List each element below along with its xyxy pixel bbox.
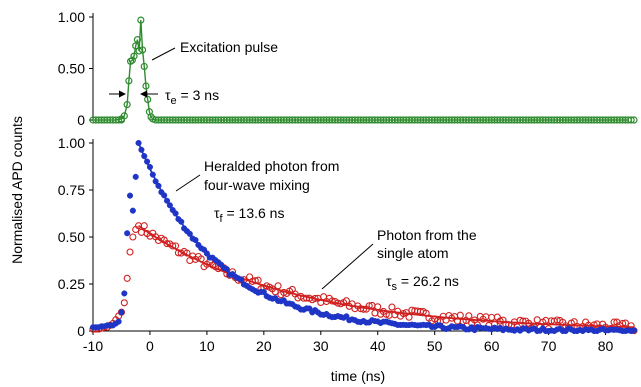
- atom-point: [456, 311, 464, 319]
- atom-point: [610, 318, 618, 326]
- y-axis-label: Normalised APD counts: [9, 116, 25, 264]
- excitation-point: [144, 95, 152, 104]
- fwm-point: [121, 290, 128, 297]
- atom-point: [342, 297, 350, 305]
- excitation-point: [138, 46, 147, 54]
- fwm-point: [129, 207, 136, 214]
- heralded-photon-label-2: four-wave mixing: [204, 177, 310, 193]
- excitation-pulse-label: Excitation pulse: [180, 39, 278, 55]
- excitation-point: [142, 82, 150, 90]
- fwm-point: [115, 318, 122, 325]
- x-tick-label: 80: [598, 338, 614, 354]
- atom-point: [129, 233, 137, 241]
- excitation-point: [630, 116, 638, 124]
- x-tick-label: -10: [83, 338, 103, 354]
- fwm-point: [124, 230, 131, 237]
- x-tick-label: 20: [256, 338, 272, 354]
- x-tick-label: 30: [313, 338, 329, 354]
- heralded-photon-label: Heralded photon from: [204, 158, 339, 174]
- atom-point: [553, 316, 561, 324]
- atom-point: [137, 228, 145, 236]
- atom-photon-pointer: [321, 243, 374, 290]
- atom-point: [120, 299, 128, 307]
- x-axis-label: time (ns): [331, 368, 385, 384]
- x-tick-label: 10: [199, 338, 215, 354]
- top-y-tick-label: 0: [77, 112, 85, 128]
- pulse-width-arrow-left: [109, 90, 126, 98]
- excitation-point: [132, 42, 140, 50]
- bottom-panel: 1.000.750.500.250-10 0 10 20 30 40 50 60 70 80: [58, 135, 638, 354]
- atom-photon-label: Photon from the: [377, 227, 477, 243]
- excitation-pulse-pointer: [151, 47, 176, 61]
- fwm-point: [126, 192, 134, 199]
- excitation-point: [627, 116, 635, 124]
- excitation-point: [123, 100, 131, 109]
- x-tick-label: 60: [484, 338, 500, 354]
- excitation-point: [120, 112, 128, 120]
- bottom-y-tick-label: 0: [77, 323, 85, 339]
- top-y-tick-label: 1.00: [58, 9, 85, 25]
- atom-point: [359, 305, 368, 313]
- atom-point: [126, 248, 134, 256]
- fwm-fit-line: [137, 142, 635, 332]
- top-y-tick-label: 0.50: [58, 61, 85, 77]
- bottom-y-tick-label: 0.50: [58, 229, 85, 245]
- excitation-point: [147, 113, 155, 121]
- atom-point: [465, 312, 473, 320]
- fwm-point: [132, 173, 139, 180]
- atom-point: [388, 303, 396, 311]
- x-tick-label: 70: [541, 338, 557, 354]
- bottom-y-tick-label: 0.75: [58, 182, 85, 198]
- x-tick-label: 0: [146, 338, 154, 354]
- excitation-point: [149, 115, 157, 123]
- excitation-point: [125, 77, 133, 85]
- atom-point: [274, 282, 282, 290]
- atom-point: [405, 313, 413, 321]
- excitation-point: [140, 62, 148, 71]
- excitation-point: [133, 36, 142, 44]
- atom-point: [163, 240, 171, 248]
- atom-point: [488, 313, 496, 321]
- x-tick-label: 40: [370, 338, 386, 354]
- excitation-point: [137, 16, 145, 24]
- top-panel: 1.00 0.50 0: [58, 9, 638, 128]
- tau-f-label: τf = 13.6 ns: [214, 205, 284, 225]
- atom-point: [621, 319, 630, 327]
- atom-point: [533, 316, 541, 324]
- bottom-y-tick-label: 1.00: [58, 135, 85, 151]
- fwm-point: [118, 309, 125, 316]
- atom-photon-label-2: single atom: [377, 245, 449, 261]
- atom-point: [371, 309, 379, 317]
- excitation-point: [135, 47, 143, 55]
- pulse-width-arrow-right: [140, 90, 158, 98]
- heralded-photon-pointer: [175, 174, 201, 192]
- atom-point: [123, 274, 131, 282]
- tau-e-label: τe = 3 ns: [165, 87, 219, 107]
- excitation-point: [130, 52, 138, 60]
- bottom-y-tick-label: 0.25: [58, 276, 85, 292]
- tau-s-label: τs = 26.2 ns: [386, 273, 459, 293]
- atom-fit-line: [138, 224, 635, 329]
- x-tick-label: 50: [427, 338, 443, 354]
- excitation-point: [128, 56, 136, 64]
